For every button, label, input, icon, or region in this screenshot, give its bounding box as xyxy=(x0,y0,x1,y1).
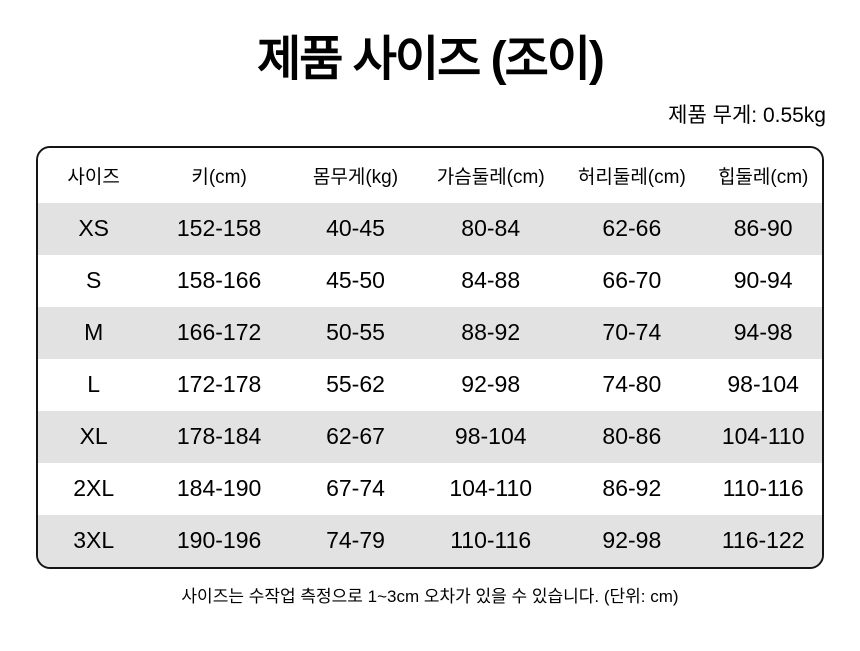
waist-cell: 80-86 xyxy=(559,410,705,463)
column-header-hip: 힙둘레(cm) xyxy=(704,147,822,203)
height-cell: 152-158 xyxy=(149,202,289,255)
hip-cell: 104-110 xyxy=(704,410,822,463)
product-weight-note: 제품 무게: 0.55kg xyxy=(668,103,826,127)
table-row-xs: XS 152-158 40-45 80-84 62-66 86-90 xyxy=(38,202,822,255)
height-cell: 184-190 xyxy=(149,462,289,515)
chest-cell: 104-110 xyxy=(422,462,560,515)
hip-cell: 90-94 xyxy=(704,254,822,307)
height-cell: 166-172 xyxy=(149,306,289,359)
column-header-waist: 허리둘레(cm) xyxy=(559,147,705,203)
weight-cell: 40-45 xyxy=(288,202,423,255)
size-cell: S xyxy=(38,254,150,307)
weight-cell: 50-55 xyxy=(288,306,423,359)
height-cell: 178-184 xyxy=(149,410,289,463)
waist-cell: 70-74 xyxy=(559,306,705,359)
size-cell: M xyxy=(38,306,150,359)
table-row-xl: XL 178-184 62-67 98-104 80-86 104-110 xyxy=(38,410,822,463)
waist-cell: 66-70 xyxy=(559,254,705,307)
chest-cell: 88-92 xyxy=(422,306,560,359)
weight-cell: 62-67 xyxy=(288,410,423,463)
table-row-m: M 166-172 50-55 88-92 70-74 94-98 xyxy=(38,306,822,359)
weight-cell: 45-50 xyxy=(288,254,423,307)
column-header-chest: 가슴둘레(cm) xyxy=(422,147,560,203)
column-header-size: 사이즈 xyxy=(38,147,150,203)
chest-cell: 98-104 xyxy=(422,410,560,463)
weight-cell: 67-74 xyxy=(288,462,423,515)
height-cell: 158-166 xyxy=(149,254,289,307)
table-row-3xl: 3XL 190-196 74-79 110-116 92-98 116-122 xyxy=(38,514,822,567)
height-cell: 190-196 xyxy=(149,514,289,567)
table-row-l: L 172-178 55-62 92-98 74-80 98-104 xyxy=(38,358,822,411)
hip-cell: 94-98 xyxy=(704,306,822,359)
chest-cell: 80-84 xyxy=(422,202,560,255)
column-header-weight: 몸무게(kg) xyxy=(288,147,423,203)
weight-cell: 55-62 xyxy=(288,358,423,411)
chest-cell: 84-88 xyxy=(422,254,560,307)
hip-cell: 86-90 xyxy=(704,202,822,255)
hip-cell: 98-104 xyxy=(704,358,822,411)
table-header-row: 사이즈 키(cm) 몸무게(kg) 가슴둘레(cm) 허리둘레(cm) 힙둘레(… xyxy=(38,147,822,203)
size-cell: XL xyxy=(38,410,150,463)
size-cell: XS xyxy=(38,202,150,255)
page-title: 제품 사이즈 (조이) xyxy=(257,33,605,86)
height-cell: 172-178 xyxy=(149,358,289,411)
size-cell: 2XL xyxy=(38,462,150,515)
table-row-2xl: 2XL 184-190 67-74 104-110 86-92 110-116 xyxy=(38,462,822,515)
size-table-container: 사이즈 키(cm) 몸무게(kg) 가슴둘레(cm) 허리둘레(cm) 힙둘레(… xyxy=(36,145,824,569)
column-header-height: 키(cm) xyxy=(149,147,289,203)
waist-cell: 62-66 xyxy=(559,202,705,255)
chest-cell: 92-98 xyxy=(422,358,560,411)
size-cell: L xyxy=(38,358,150,411)
measurement-disclaimer: 사이즈는 수작업 측정으로 1~3cm 오차가 있을 수 있습니다. (단위: … xyxy=(181,586,679,606)
hip-cell: 110-116 xyxy=(704,462,822,515)
hip-cell: 116-122 xyxy=(704,514,822,567)
waist-cell: 74-80 xyxy=(559,358,705,411)
waist-cell: 92-98 xyxy=(559,514,705,567)
weight-cell: 74-79 xyxy=(288,514,423,567)
size-table: 사이즈 키(cm) 몸무게(kg) 가슴둘레(cm) 허리둘레(cm) 힙둘레(… xyxy=(38,147,822,567)
size-cell: 3XL xyxy=(38,514,150,567)
waist-cell: 86-92 xyxy=(559,462,705,515)
chest-cell: 110-116 xyxy=(422,514,560,567)
table-row-s: S 158-166 45-50 84-88 66-70 90-94 xyxy=(38,254,822,307)
